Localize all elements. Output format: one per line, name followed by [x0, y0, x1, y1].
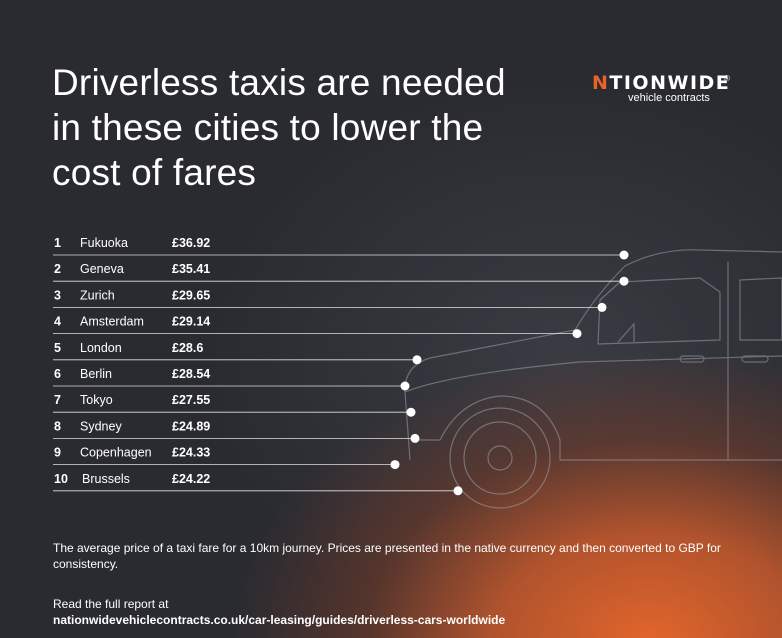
city-label: Copenhagen: [80, 446, 152, 460]
logo-registered-mark: ®: [724, 74, 730, 83]
city-label: Amsterdam: [80, 315, 144, 329]
price-label: £24.89: [172, 419, 210, 433]
city-label: London: [80, 341, 122, 355]
leader-dot: [453, 486, 463, 496]
rank-label: 7: [54, 393, 61, 407]
leader-dot: [400, 381, 410, 391]
logo-subtitle: vehicle contracts: [628, 92, 710, 104]
logo-wordmark: NTIONWIDE: [592, 72, 731, 94]
read-more-label: Read the full report at: [53, 597, 169, 611]
leader-dot: [572, 329, 582, 339]
price-label: £28.54: [172, 367, 210, 381]
leader-dot: [597, 302, 607, 312]
leader-dot: [406, 407, 416, 417]
city-label: Tokyo: [80, 393, 113, 407]
rank-label: 6: [54, 367, 61, 381]
price-label: £29.65: [172, 288, 210, 302]
rank-label: 2: [54, 262, 61, 276]
leader-dot: [410, 433, 420, 443]
city-label: Sydney: [80, 419, 122, 433]
leader-dot: [619, 276, 629, 286]
rank-label: 10: [54, 472, 68, 486]
rank-label: 9: [54, 446, 61, 460]
city-label: Zurich: [80, 288, 115, 302]
leader-dot: [390, 460, 400, 470]
leader-dot: [619, 250, 629, 260]
rank-label: 5: [54, 341, 61, 355]
price-label: £27.55: [172, 393, 210, 407]
methodology-note: The average price of a taxi fare for a 1…: [53, 541, 721, 571]
rank-label: 4: [54, 315, 61, 329]
price-label: £24.33: [172, 446, 210, 460]
rank-label: 1: [54, 236, 61, 250]
price-label: £35.41: [172, 262, 210, 276]
uk-map-pin-icon: N: [592, 72, 610, 94]
city-label: Geneva: [80, 262, 124, 276]
city-label: Berlin: [80, 367, 112, 381]
taxi-illustration: [404, 249, 782, 509]
price-label: £24.22: [172, 472, 210, 486]
city-label: Brussels: [82, 472, 130, 486]
price-label: £29.14: [172, 315, 210, 329]
page-title: Driverless taxis are needed in these cit…: [52, 62, 506, 193]
rank-label: 3: [54, 288, 61, 302]
rank-label: 8: [54, 419, 61, 433]
price-label: £28.6: [172, 341, 203, 355]
city-label: Fukuoka: [80, 236, 128, 250]
report-link[interactable]: nationwidevehiclecontracts.co.uk/car-lea…: [53, 613, 506, 627]
nationwide-logo: NTIONWIDE ® vehicle contracts: [592, 66, 742, 106]
leader-dot: [412, 355, 422, 365]
price-label: £36.92: [172, 236, 210, 250]
